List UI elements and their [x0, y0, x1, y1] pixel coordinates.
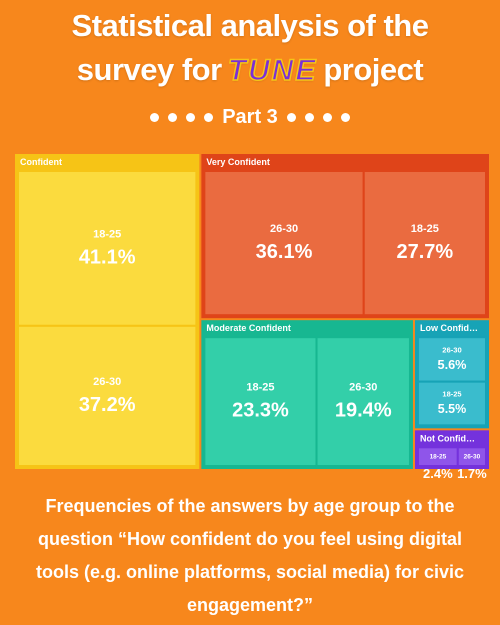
- dot: [186, 113, 196, 122]
- dot: [322, 113, 332, 122]
- title-line: Statistical analysis of the: [71, 8, 429, 43]
- group-label: Not Confid…: [420, 433, 475, 443]
- cell-category: 18-25: [442, 390, 461, 399]
- cell-category: 26-30: [464, 454, 481, 461]
- group-label: Confident: [20, 157, 62, 167]
- cell-value: 1.7%: [457, 466, 487, 481]
- cell-value: 37.2%: [79, 394, 136, 416]
- cell: [362, 170, 487, 317]
- cell-value: 5.5%: [438, 402, 466, 416]
- cell-category: 18-25: [93, 228, 121, 240]
- dot: [168, 113, 178, 122]
- subtitle-row: Part 3: [0, 106, 500, 129]
- cell: [315, 336, 411, 467]
- cell: [17, 170, 198, 327]
- cell-value: 2.4%: [423, 466, 453, 481]
- dot: [286, 113, 296, 122]
- cell-category: 26-30: [93, 376, 121, 388]
- cell-value: 19.4%: [335, 400, 392, 422]
- cell-category: 26-30: [270, 223, 298, 235]
- group-label: Very Confident: [206, 157, 270, 167]
- cell: [456, 446, 487, 468]
- cell-category: 26-30: [442, 345, 461, 354]
- caption: Frequencies of the answers by age group …: [35, 496, 465, 615]
- dot: [340, 113, 350, 122]
- title-text: survey for: [76, 52, 222, 87]
- cell-value: 27.7%: [396, 241, 453, 263]
- cell-category: 26-30: [349, 382, 377, 394]
- cell-value: 23.3%: [232, 400, 289, 422]
- group-label: Low Confid…: [420, 323, 478, 333]
- cell-category: 18-25: [430, 454, 447, 461]
- dot: [150, 113, 160, 122]
- logo: TUNE: [227, 53, 318, 88]
- cell-value: 36.1%: [256, 241, 313, 263]
- cell: [416, 336, 487, 383]
- cell-value: 41.1%: [79, 246, 136, 268]
- title-line: survey for TUNE project: [0, 52, 500, 88]
- dot: [204, 113, 214, 122]
- dot: [304, 113, 314, 122]
- subtitle: Part 3: [222, 106, 278, 128]
- cell: [416, 380, 487, 427]
- cell: [17, 324, 198, 467]
- cell-category: 18-25: [411, 223, 439, 235]
- title-text: project: [323, 52, 424, 87]
- group-label: Moderate Confident: [206, 323, 291, 333]
- cell: [203, 336, 318, 467]
- cell-category: 18-25: [246, 382, 274, 394]
- cell-value: 5.6%: [438, 358, 467, 372]
- cell: [203, 170, 365, 317]
